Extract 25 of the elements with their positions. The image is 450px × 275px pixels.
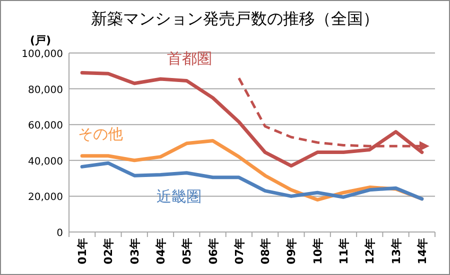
x-tick-label: 14年 [416,238,429,264]
y-tick-label: 80,000 [28,84,63,96]
x-tick-label: 04年 [154,238,168,264]
x-tick-label: 06年 [206,238,220,264]
x-tick-label: 01年 [76,238,90,264]
series-label: その他 [78,124,123,143]
chart-title: 新築マンション発売戸数の推移（全国） [91,9,379,28]
y-tick-label: 20,000 [28,192,63,204]
x-tick-label: 09年 [285,238,298,264]
series-label: 首都圏 [166,50,212,68]
x-tick-label: 08年 [259,238,272,264]
y-tick-label: 40,000 [28,156,63,168]
series-label: 近畿圏 [156,188,202,206]
x-tick-label: 11年 [338,238,350,264]
y-axis-title: (戸) [30,34,52,47]
x-tick-label: 05年 [180,238,194,264]
x-tick-label: 03年 [128,238,142,264]
y-tick-label: 100,000 [22,49,63,60]
x-tick-label: 02年 [102,238,116,264]
y-tick-label: 60,000 [28,120,63,132]
x-tick-label: 13年 [390,238,403,264]
x-tick-label: 10年 [311,238,324,264]
y-tick-label: 0 [56,228,63,239]
x-tick-label: 07年 [232,238,246,264]
x-tick-label: 12年 [364,238,377,264]
